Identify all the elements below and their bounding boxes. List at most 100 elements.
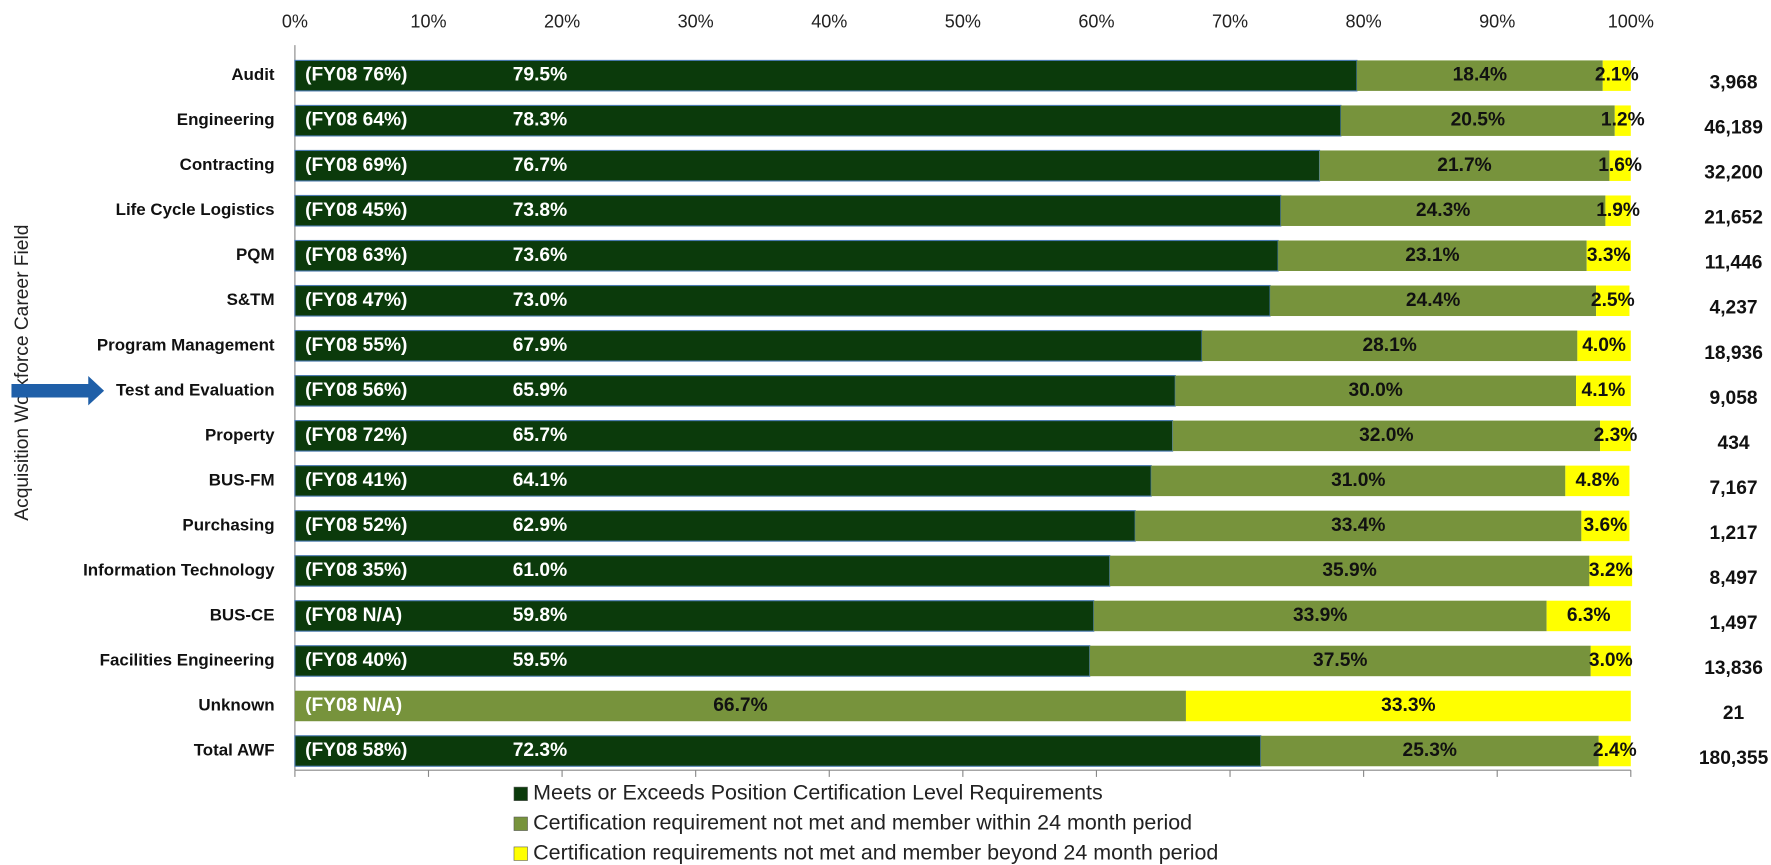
fy08-label: (FY08 N/A) <box>305 695 402 716</box>
bar-segment <box>1589 555 1633 587</box>
value-label: 1.9% <box>1596 200 1640 221</box>
total-label: 13,836 <box>1704 658 1763 679</box>
x-tick-label: 80% <box>1346 11 1382 31</box>
bar-segment <box>1577 330 1631 362</box>
value-label: 18.4% <box>1453 65 1507 86</box>
bar-segment <box>1598 735 1631 767</box>
bar-segment <box>294 735 1262 767</box>
bar-segment <box>1614 105 1631 136</box>
fy08-label: (FY08 40%) <box>305 650 407 671</box>
category-label: Facilities Engineering <box>100 650 275 669</box>
x-tick-label: 70% <box>1212 11 1248 31</box>
category-label: Purchasing <box>182 515 274 534</box>
value-label: 31.0% <box>1331 470 1385 491</box>
bar-segment <box>1596 285 1630 317</box>
value-label: 76.7% <box>513 155 567 176</box>
fy08-label: (FY08 55%) <box>305 335 407 356</box>
bar-segment <box>1201 330 1578 362</box>
x-tick-label: 10% <box>410 11 446 31</box>
bar-segment <box>294 375 1176 407</box>
bar-segment <box>294 690 1186 722</box>
total-label: 18,936 <box>1704 343 1763 364</box>
value-label: 3.3% <box>1587 245 1631 266</box>
value-label: 59.5% <box>513 650 567 671</box>
value-label: 3.2% <box>1589 560 1633 581</box>
x-tick-label: 60% <box>1078 11 1114 31</box>
value-label: 73.6% <box>513 245 567 266</box>
total-label: 1,497 <box>1710 613 1758 634</box>
total-label: 434 <box>1718 433 1750 454</box>
value-label: 4.1% <box>1582 380 1626 401</box>
total-label: 3,968 <box>1710 73 1758 94</box>
bar-segment <box>294 284 1271 317</box>
value-label: 4.8% <box>1576 470 1620 491</box>
x-tick-label: 0% <box>282 11 308 31</box>
value-label: 65.7% <box>513 425 567 446</box>
legend-swatch <box>513 816 528 831</box>
value-label: 28.1% <box>1362 335 1416 356</box>
category-label: Total AWF <box>194 740 275 759</box>
category-label: Engineering <box>177 110 275 129</box>
fy08-label: (FY08 58%) <box>305 740 407 761</box>
total-label: 7,167 <box>1710 478 1758 499</box>
bar-segment <box>1576 375 1631 407</box>
category-label: Life Cycle Logistics <box>116 200 275 219</box>
bar-segment <box>1093 600 1547 632</box>
legend-label: Certification requirement not met and me… <box>533 810 1192 834</box>
fy08-label: (FY08 41%) <box>305 470 407 491</box>
fy08-label: (FY08 72%) <box>305 425 407 446</box>
x-tick-label: 100% <box>1608 11 1654 31</box>
x-tick-label: 50% <box>945 11 981 31</box>
value-label: 62.9% <box>513 515 567 536</box>
bar-segment <box>1600 420 1631 452</box>
bar-segment <box>294 104 1342 137</box>
total-label: 1,217 <box>1710 523 1758 544</box>
fy08-label: (FY08 76%) <box>305 65 407 86</box>
total-label: 8,497 <box>1710 568 1758 589</box>
bar-segment <box>1602 60 1631 91</box>
bar-segment <box>1175 375 1577 407</box>
value-label: 30.0% <box>1348 380 1402 401</box>
value-label: 67.9% <box>513 335 567 356</box>
category-label: Information Technology <box>83 560 275 579</box>
category-label: Test and Evaluation <box>116 380 275 399</box>
legend-swatch <box>513 786 528 801</box>
category-label: Unknown <box>198 695 274 714</box>
bar-segment <box>294 420 1174 452</box>
value-label: 72.3% <box>513 740 567 761</box>
bar-segment <box>1319 150 1610 181</box>
bar-segment <box>1278 240 1587 271</box>
bar-segment <box>1586 240 1631 271</box>
y-axis-label: Acquisition Workforce Career Field <box>12 225 33 521</box>
fy08-label: (FY08 56%) <box>305 380 407 401</box>
bar-segment <box>294 329 1203 362</box>
fy08-label: (FY08 N/A) <box>305 605 402 626</box>
bar-segment <box>1270 285 1597 317</box>
bar-segment <box>294 194 1282 227</box>
bar-segment <box>1185 690 1631 722</box>
bar-segment <box>294 239 1279 272</box>
value-label: 23.1% <box>1405 245 1459 266</box>
total-label: 32,200 <box>1704 163 1763 184</box>
value-label: 64.1% <box>513 470 567 491</box>
value-label: 66.7% <box>713 695 767 716</box>
fy08-label: (FY08 35%) <box>305 560 407 581</box>
value-label: 21.7% <box>1437 155 1491 176</box>
fy08-label: (FY08 52%) <box>305 515 407 536</box>
category-label: Audit <box>231 65 275 84</box>
value-label: 3.6% <box>1584 515 1628 536</box>
x-tick-label: 90% <box>1479 11 1515 31</box>
total-label: 11,446 <box>1705 253 1763 274</box>
value-label: 78.3% <box>513 110 567 131</box>
bar-segment <box>294 149 1321 182</box>
value-label: 1.2% <box>1601 110 1645 131</box>
category-label: Program Management <box>97 335 275 354</box>
value-label: 1.6% <box>1598 155 1642 176</box>
legend-label: Certification requirements not met and m… <box>533 840 1218 864</box>
bar-segment <box>1356 60 1603 91</box>
value-label: 37.5% <box>1313 650 1367 671</box>
bar-segment <box>294 465 1152 497</box>
bar-segment <box>1605 195 1631 226</box>
value-label: 20.5% <box>1451 110 1505 131</box>
